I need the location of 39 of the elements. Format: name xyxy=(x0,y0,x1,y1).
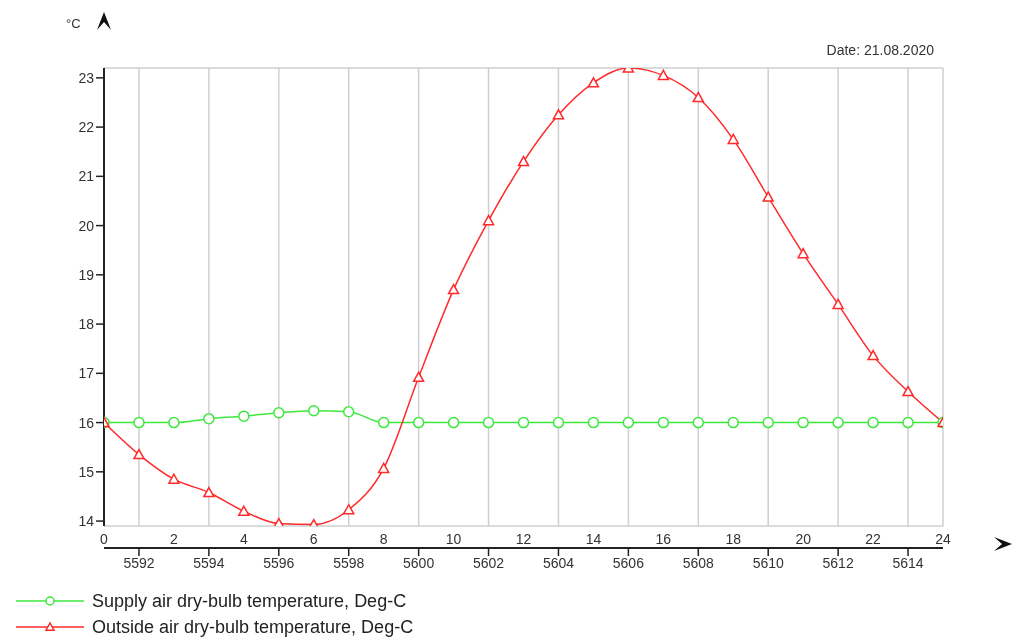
x2-tick-label: 5606 xyxy=(612,554,645,571)
x2-tick-label: 5596 xyxy=(263,554,295,571)
legend-label: Outside air dry-bulb temperature, Deg-C xyxy=(92,616,414,638)
x2-tick-label: 5604 xyxy=(542,554,575,571)
legend-label: Supply air dry-bulb temperature, Deg-C xyxy=(92,590,407,612)
x-tick-label: 6 xyxy=(309,530,318,547)
y-tick-label: 19 xyxy=(78,266,95,283)
y-axis-title: °C xyxy=(66,16,81,31)
x2-tick-label: 5610 xyxy=(752,554,784,571)
x2-tick-label: 5600 xyxy=(403,554,435,571)
y-tick-label: 21 xyxy=(78,168,95,185)
x2-tick-label: 5594 xyxy=(193,554,225,571)
x-tick-label: 24 xyxy=(935,530,951,547)
x-tick-label: 8 xyxy=(379,530,388,547)
y-tick-label: 18 xyxy=(78,316,95,333)
x-tick-label: 12 xyxy=(515,530,532,547)
x-tick-label: 2 xyxy=(170,530,179,547)
text: Date: 21.08.2020 xyxy=(826,42,934,58)
x2-tick-label: 5602 xyxy=(472,554,505,571)
y-tick-label: 20 xyxy=(78,217,95,234)
x-tick-label: 16 xyxy=(655,530,672,547)
y-tick-label: 16 xyxy=(78,414,95,431)
x-tick-label: 18 xyxy=(725,530,742,547)
x2-tick-label: 5608 xyxy=(682,554,715,571)
y-tick-label: 23 xyxy=(78,69,95,86)
x2-tick-label: 5612 xyxy=(822,554,854,571)
y-tick-label: 17 xyxy=(78,365,95,382)
x2-tick-label: 5592 xyxy=(123,554,155,571)
x-tick-label: 10 xyxy=(445,530,462,547)
x2-tick-label: 5614 xyxy=(892,554,924,571)
x-tick-label: 0 xyxy=(100,530,109,547)
x-tick-label: 4 xyxy=(239,530,248,547)
y-tick-label: 14 xyxy=(78,513,95,530)
x2-tick-label: 5598 xyxy=(333,554,365,571)
y-tick-label: 15 xyxy=(78,463,95,480)
x-tick-label: 22 xyxy=(865,530,882,547)
x-tick-label: 20 xyxy=(795,530,812,547)
y-tick-label: 22 xyxy=(78,119,95,136)
x-tick-label: 14 xyxy=(585,530,602,547)
